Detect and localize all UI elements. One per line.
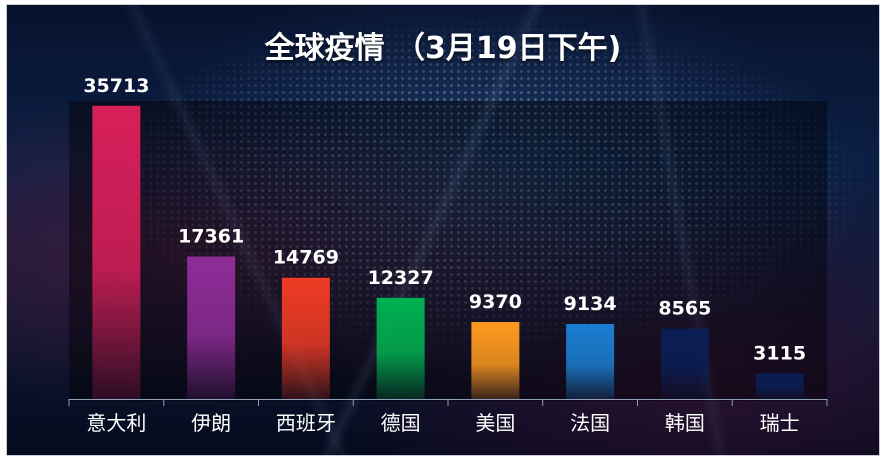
- bar-value-label: 9370: [469, 291, 522, 313]
- x-tick-label: 德国: [381, 411, 421, 435]
- chart-panel: 全球疫情 （3月19日下午) 35713 17361 14769 12327 9370 9…: [6, 4, 880, 456]
- bar-5: [471, 322, 520, 399]
- x-tick-label: 西班牙: [276, 411, 336, 435]
- bar-1: [92, 105, 141, 400]
- bar-value-label: 12327: [368, 267, 434, 289]
- bar-2: [187, 256, 236, 399]
- bar-6: [566, 324, 615, 399]
- chart-title: 全球疫情 （3月19日下午): [264, 31, 622, 66]
- x-tick-label: 伊朗: [191, 411, 231, 435]
- bar-chart: 35713 17361 14769 12327 9370 9134 8565 3115 意大利…: [68, 75, 828, 435]
- bar-value-label: 8565: [658, 298, 711, 320]
- bar-value-label: 17361: [178, 225, 244, 247]
- x-tick-label: 法国: [570, 411, 610, 435]
- x-tick-label: 意大利: [86, 411, 146, 435]
- bar-value-label: 35713: [83, 75, 149, 97]
- bar-7: [660, 328, 709, 399]
- x-tick-label: 韩国: [665, 411, 705, 435]
- bar-value-label: 9134: [564, 293, 617, 315]
- x-tick-label: 瑞士: [760, 411, 800, 435]
- bar-3: [281, 277, 330, 399]
- bar-value-label: 14769: [273, 247, 339, 269]
- x-tick-label: 美国: [475, 411, 515, 435]
- bar-8: [755, 373, 804, 399]
- bar-4: [376, 297, 425, 399]
- bar-value-label: 3115: [753, 342, 806, 364]
